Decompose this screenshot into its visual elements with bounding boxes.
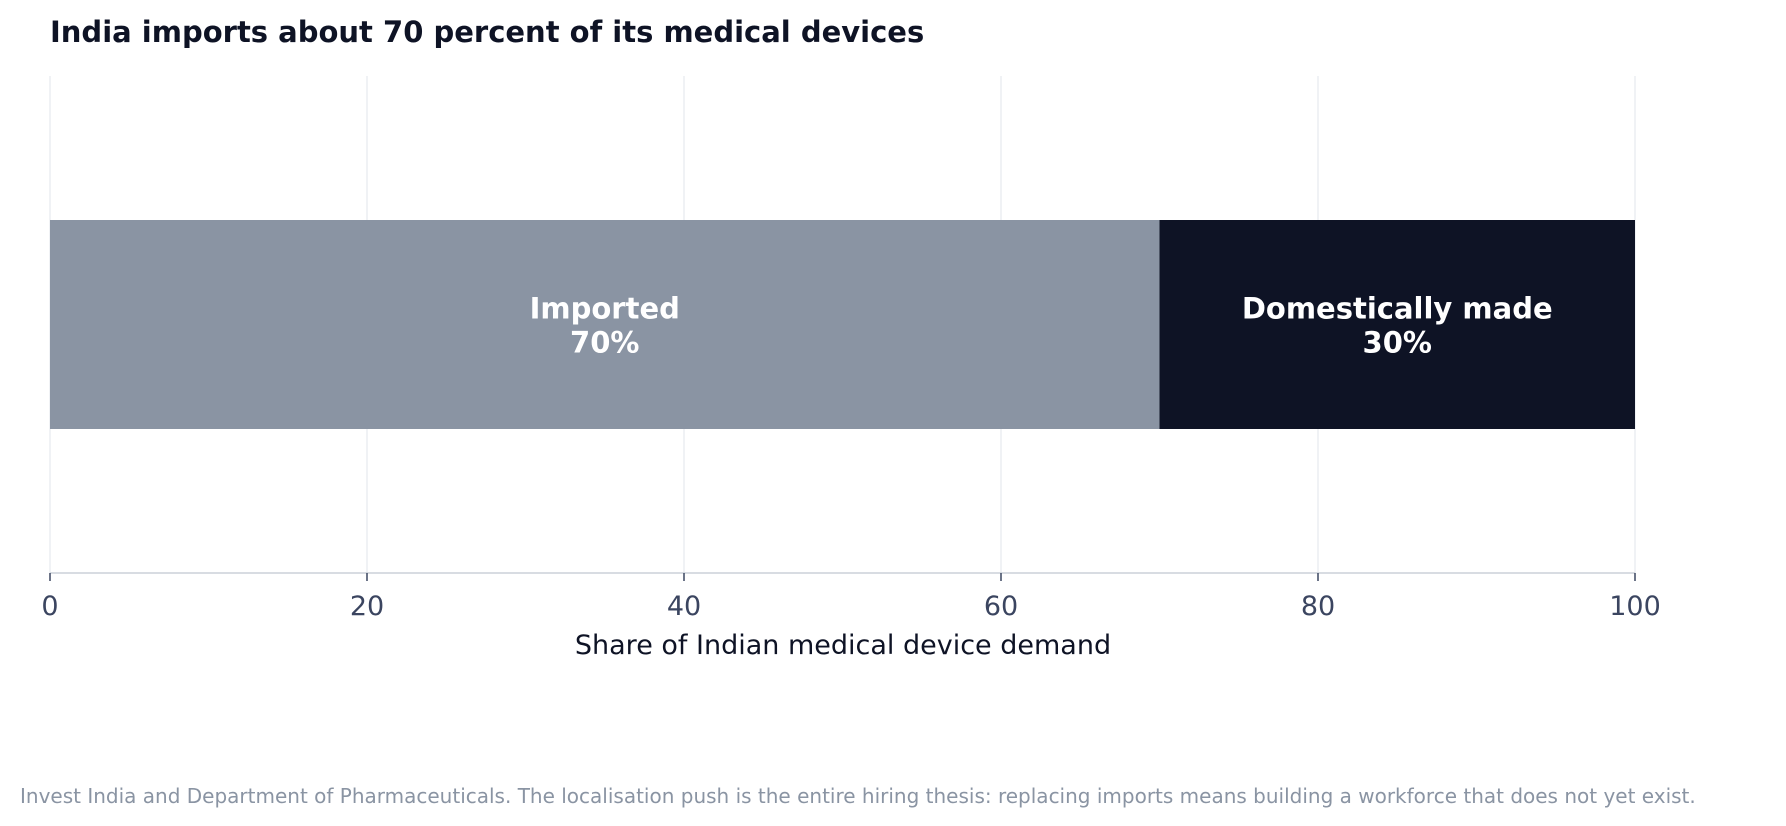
x-tick-label: 20 [350, 591, 384, 622]
x-axis: 0 20 40 60 80 100 [41, 572, 1661, 622]
bar-segment [50, 220, 1160, 429]
bar-segment-value: 70% [570, 326, 639, 360]
bar-segment-label: Imported [530, 292, 680, 326]
x-tick-label: 100 [1609, 591, 1661, 622]
x-tick-label: 80 [1301, 591, 1335, 622]
x-tick-label: 60 [984, 591, 1018, 622]
source-note: Invest India and Department of Pharmaceu… [20, 784, 1696, 808]
chart-title: India imports about 70 percent of its me… [50, 15, 924, 49]
x-axis-label: Share of Indian medical device demand [575, 630, 1111, 661]
x-tick-label: 0 [41, 591, 58, 622]
bar-segment-label: Domestically made [1242, 292, 1553, 326]
bar-segment [1159, 220, 1635, 429]
bar-segment-value: 30% [1363, 326, 1432, 360]
x-tick-label: 40 [667, 591, 701, 622]
